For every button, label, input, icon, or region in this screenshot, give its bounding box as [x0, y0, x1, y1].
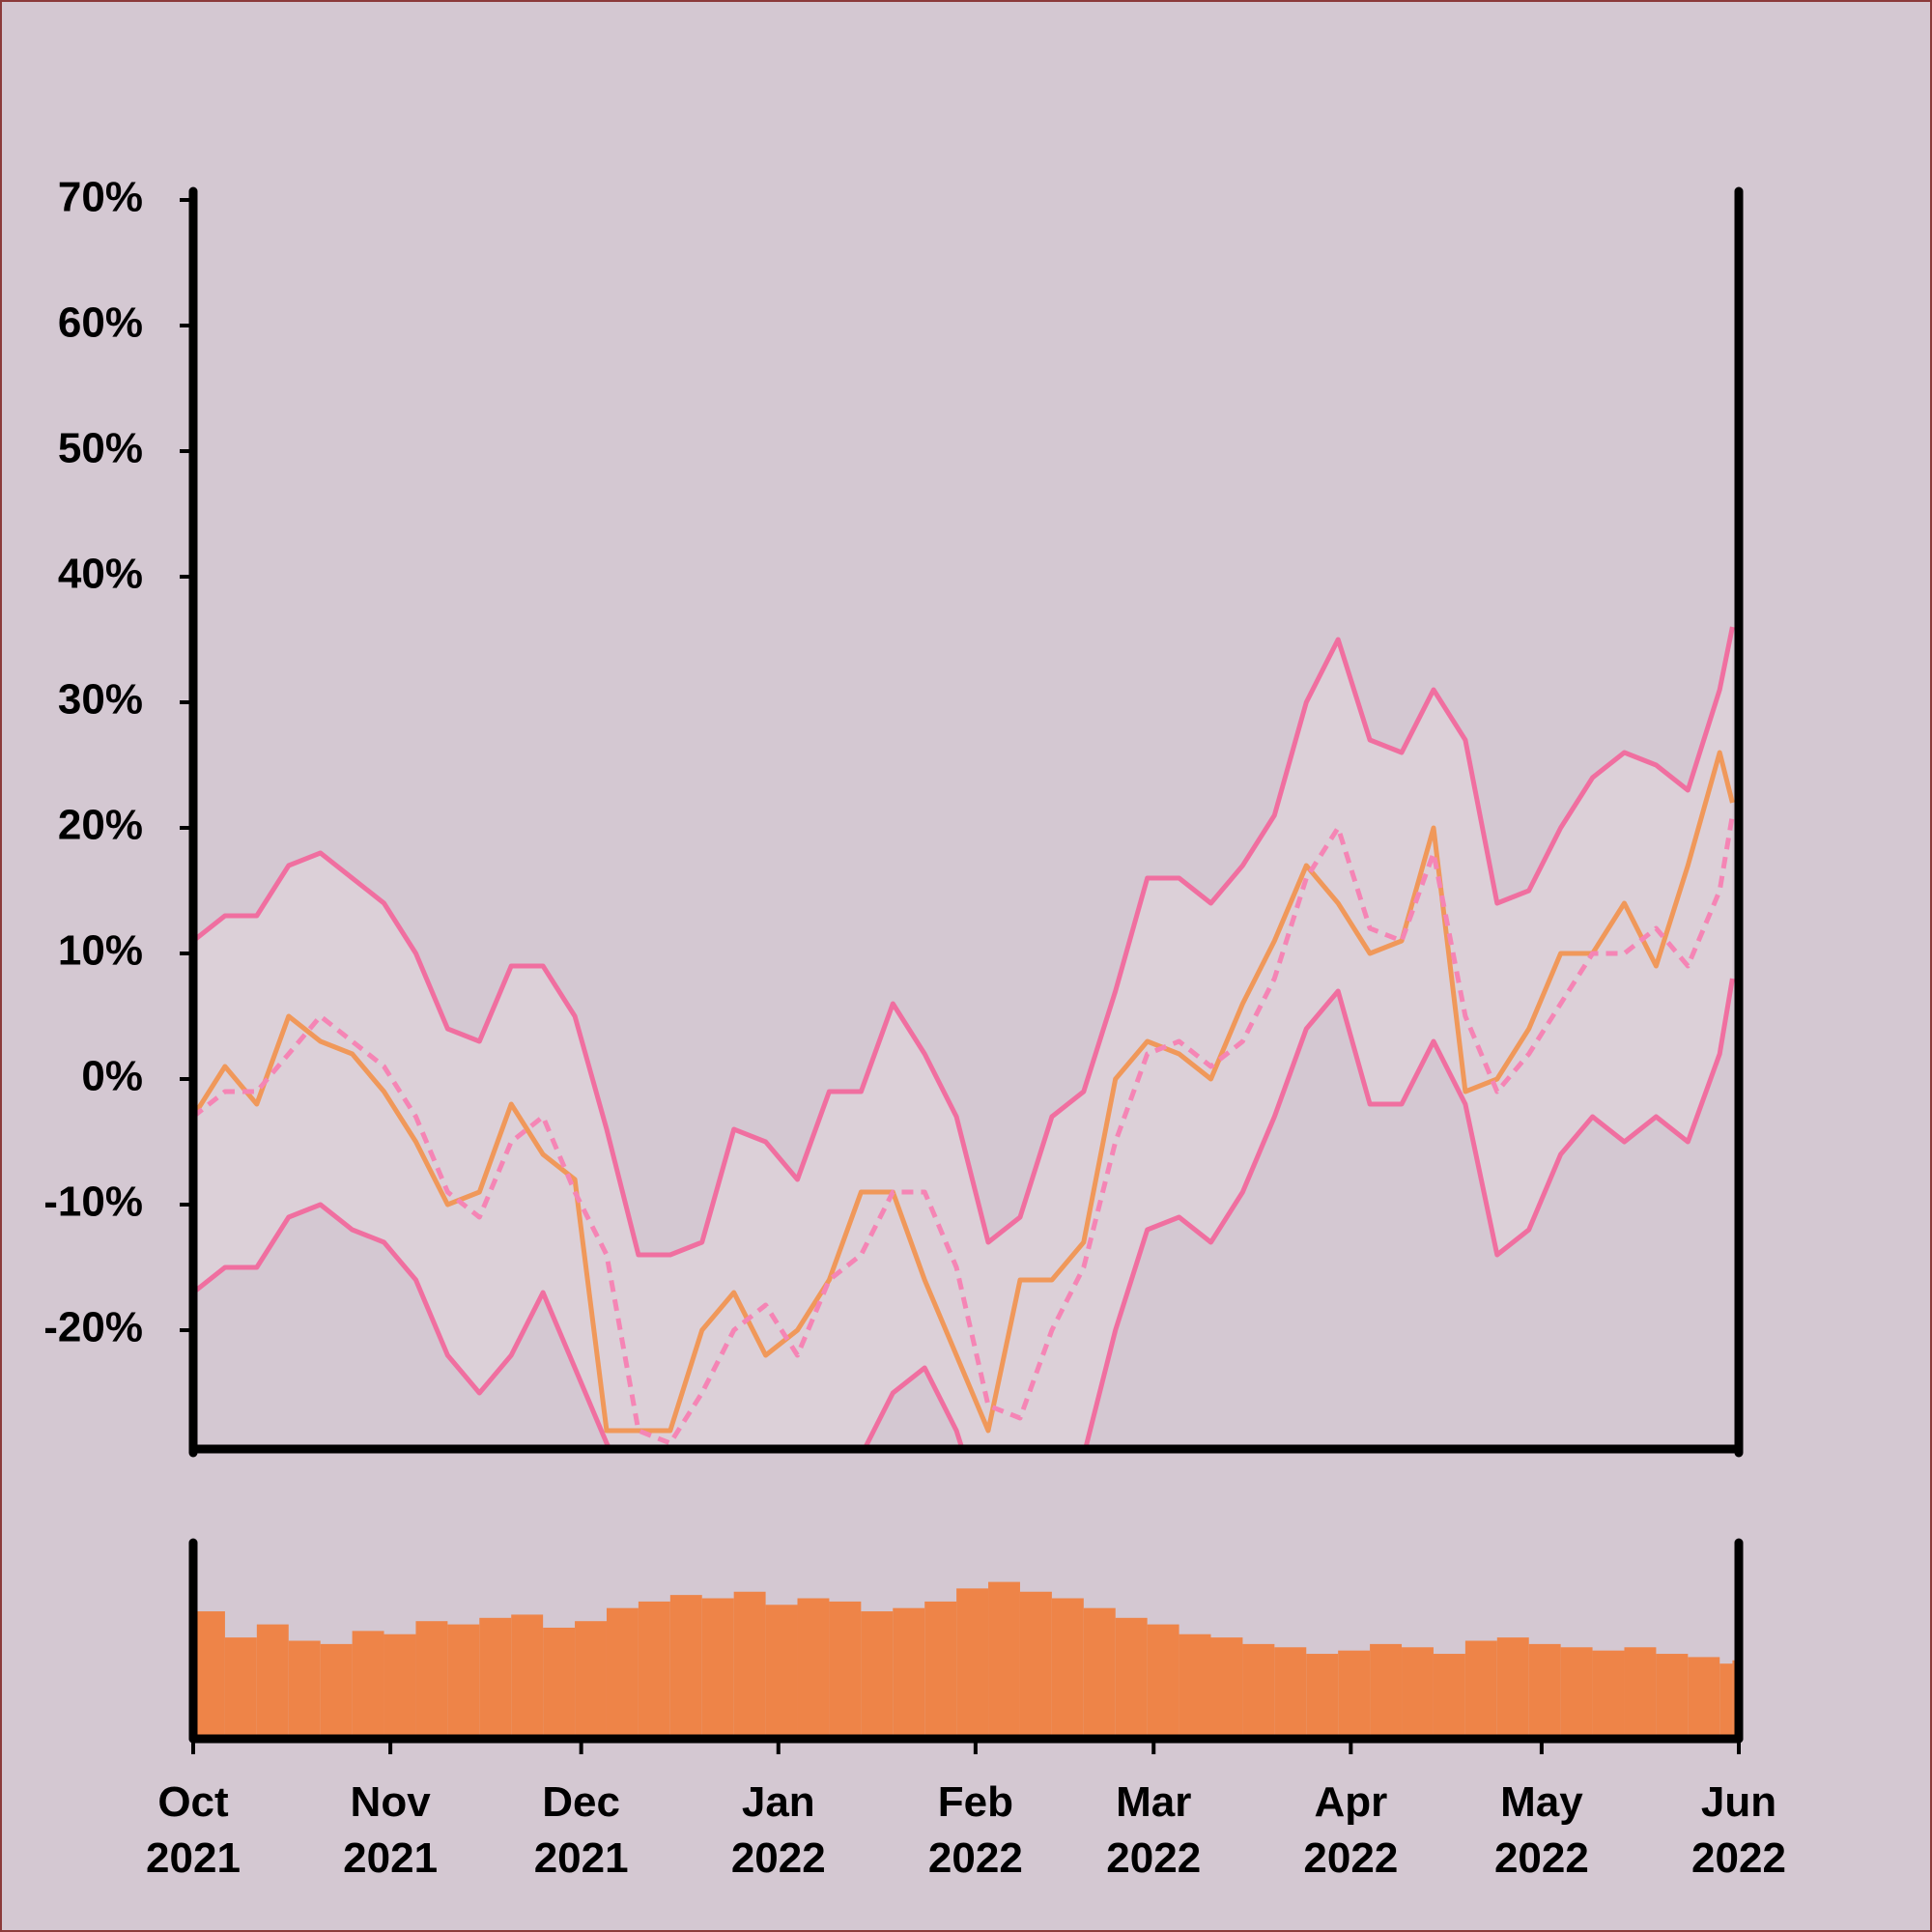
volume-bar	[924, 1601, 957, 1739]
volume-bar	[193, 1611, 225, 1739]
x-tick-label: Apr 2022	[1303, 1778, 1398, 1882]
volume-bar	[1719, 1663, 1733, 1739]
volume-bar	[415, 1621, 448, 1739]
y-tick-label: 20%	[58, 802, 143, 849]
volume-bar	[861, 1611, 894, 1739]
volume-bar	[1179, 1634, 1211, 1739]
volume-bar	[1147, 1624, 1179, 1739]
band-line	[193, 626, 1735, 1258]
volume-bar	[1306, 1654, 1339, 1739]
x-tick-label: Jan 2022	[731, 1778, 826, 1882]
x-tick-label: Nov 2021	[343, 1778, 438, 1882]
x-tick-label: May 2022	[1494, 1778, 1589, 1882]
volume-bar	[956, 1588, 989, 1739]
volume-bar	[606, 1607, 639, 1739]
x-tick-label: Mar 2022	[1106, 1778, 1201, 1882]
volume-bar	[1051, 1598, 1084, 1739]
volume-bar	[1433, 1654, 1465, 1739]
y-tick-label: 10%	[58, 927, 143, 975]
y-tick-label: -20%	[43, 1304, 143, 1351]
volume-bar	[1242, 1643, 1275, 1739]
volume-bar	[1338, 1650, 1371, 1739]
x-tick-label: Feb 2022	[928, 1778, 1023, 1882]
band-line	[193, 978, 1735, 1449]
volume-bar	[224, 1637, 257, 1739]
volume-bar	[1019, 1591, 1052, 1739]
volume-bar	[669, 1595, 702, 1739]
volume-bar	[288, 1640, 321, 1739]
x-tick-label: Jun 2022	[1691, 1778, 1786, 1882]
axes: -20% -10% 0% 10% 20% 30% 40% 50% 60% 70% Oct 2021 No…	[43, 174, 1786, 1882]
line	[193, 814, 1735, 1446]
volume-bar	[988, 1581, 1020, 1739]
x-tick-label: Dec 2021	[534, 1778, 629, 1882]
volume-bar	[575, 1621, 607, 1739]
volume-bar	[765, 1605, 798, 1739]
volume-bar	[797, 1598, 830, 1739]
volume-bar	[1528, 1643, 1561, 1739]
plot-area	[193, 626, 1735, 1449]
volume-area	[193, 1581, 1739, 1739]
line	[193, 750, 1735, 1434]
volume-bar	[1464, 1640, 1497, 1739]
volume-bar	[1274, 1647, 1307, 1739]
volume-bar	[352, 1631, 384, 1739]
band-fill	[193, 627, 1733, 1449]
volume-bar	[256, 1624, 289, 1739]
x-tick-label: Oct 2021	[146, 1778, 241, 1882]
volume-bar	[1115, 1617, 1148, 1739]
volume-bar	[320, 1643, 353, 1739]
y-tick-label: 50%	[58, 425, 143, 472]
y-tick-label: 60%	[58, 299, 143, 347]
y-tick-label: 0%	[81, 1053, 143, 1100]
volume-bar	[1656, 1654, 1689, 1739]
volume-bar	[479, 1617, 512, 1739]
volume-bar	[543, 1627, 576, 1739]
volume-bar	[1496, 1637, 1529, 1739]
volume-bar	[701, 1598, 734, 1739]
volume-bar	[829, 1601, 862, 1739]
volume-bar	[1370, 1643, 1403, 1739]
volume-bar	[1083, 1607, 1116, 1739]
y-tick-label: 40%	[58, 551, 143, 598]
y-tick-label: 30%	[58, 676, 143, 724]
volume-bar	[511, 1614, 544, 1739]
volume-bar	[1688, 1657, 1720, 1739]
volume-bar	[447, 1624, 480, 1739]
y-tick-label: 70%	[58, 174, 143, 221]
volume-bar	[893, 1607, 925, 1739]
volume-bar	[733, 1591, 766, 1739]
volume-bar	[1402, 1647, 1434, 1739]
volume-bar	[1592, 1650, 1625, 1739]
y-tick-label: -10%	[43, 1179, 143, 1226]
volume-bar	[384, 1634, 416, 1739]
volume-bar	[1210, 1637, 1243, 1739]
volume-bar	[638, 1601, 670, 1739]
volume-bar	[1560, 1647, 1593, 1739]
volume-bar	[1624, 1647, 1657, 1739]
